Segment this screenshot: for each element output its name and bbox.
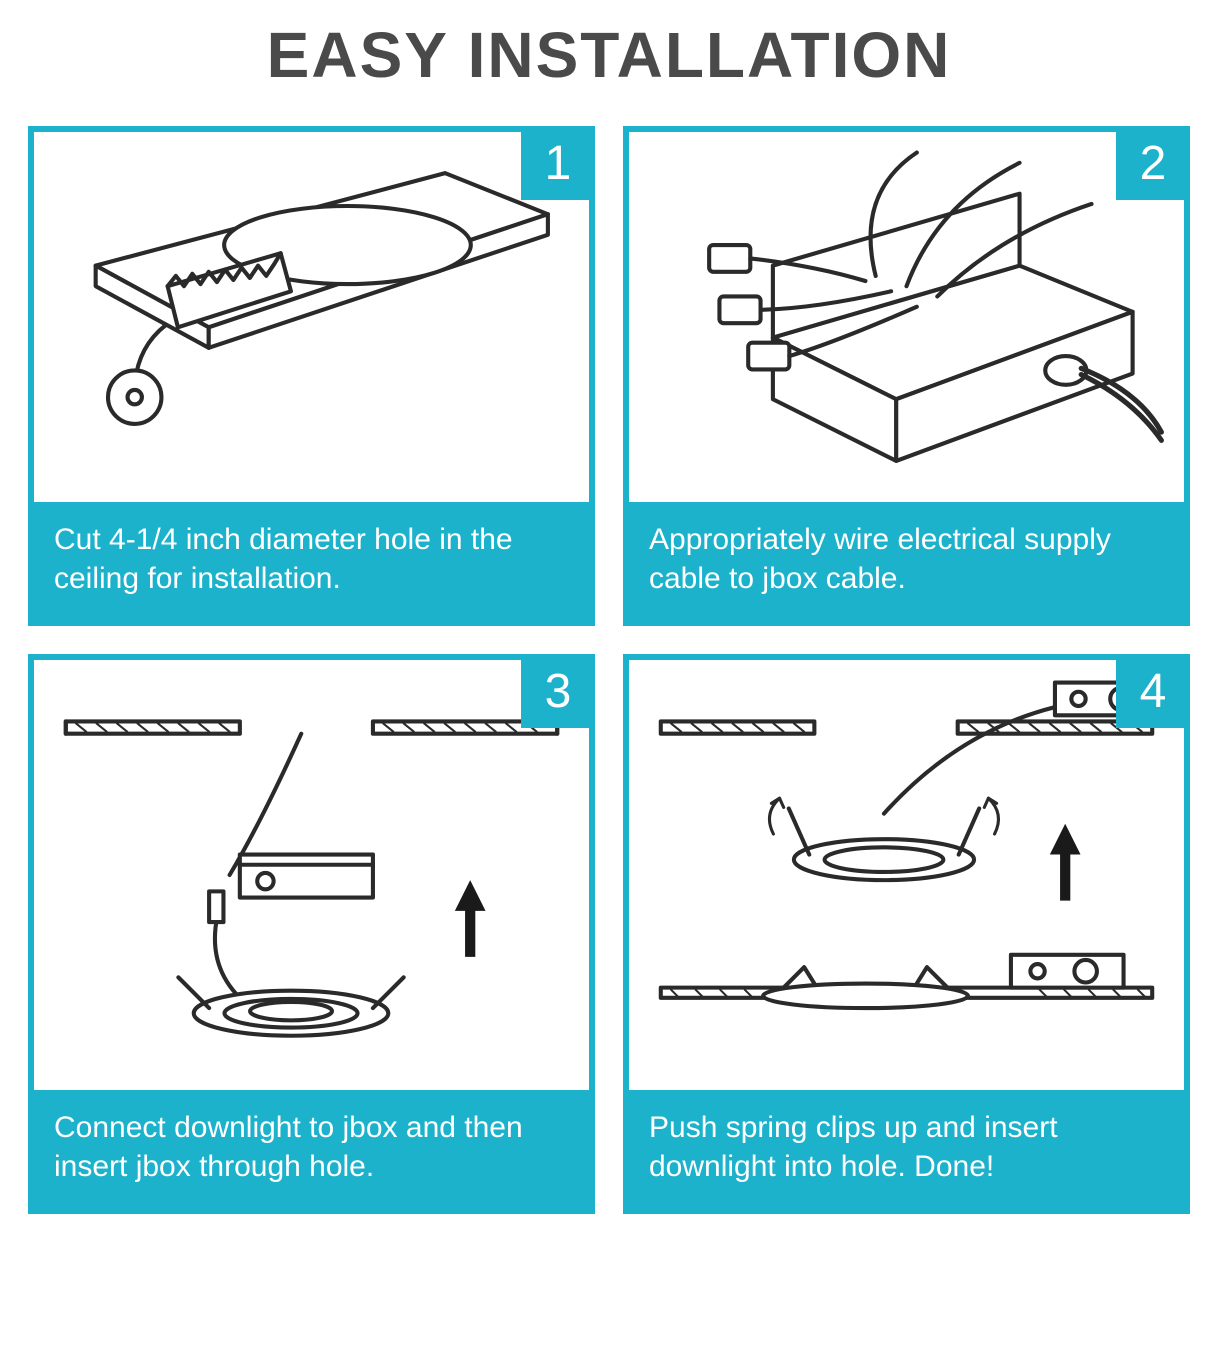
steps-grid: 1 bbox=[28, 126, 1190, 1214]
step-panel-1: 1 bbox=[28, 126, 595, 626]
step-panel-4: 4 bbox=[623, 654, 1190, 1214]
spring-clips-icon bbox=[629, 660, 1184, 1090]
step-caption-1: Cut 4-1/4 inch diameter hole in the ceil… bbox=[34, 502, 589, 620]
step-badge-3: 3 bbox=[521, 654, 595, 728]
step-illustration-4 bbox=[629, 660, 1184, 1090]
jbox-wiring-icon bbox=[629, 132, 1184, 502]
step-caption-2: Appropriately wire electrical supply cab… bbox=[629, 502, 1184, 620]
hole-saw-icon bbox=[34, 132, 589, 502]
connect-insert-icon bbox=[34, 660, 589, 1090]
step-panel-2: 2 bbox=[623, 126, 1190, 626]
step-badge-1: 1 bbox=[521, 126, 595, 200]
page-title: EASY INSTALLATION bbox=[28, 0, 1190, 126]
step-caption-3: Connect downlight to jbox and then inser… bbox=[34, 1090, 589, 1208]
step-badge-4: 4 bbox=[1116, 654, 1190, 728]
step-illustration-1 bbox=[34, 132, 589, 502]
step-badge-2: 2 bbox=[1116, 126, 1190, 200]
step-illustration-2 bbox=[629, 132, 1184, 502]
step-illustration-3 bbox=[34, 660, 589, 1090]
step-panel-3: 3 bbox=[28, 654, 595, 1214]
step-caption-4: Push spring clips up and insert downligh… bbox=[629, 1090, 1184, 1208]
